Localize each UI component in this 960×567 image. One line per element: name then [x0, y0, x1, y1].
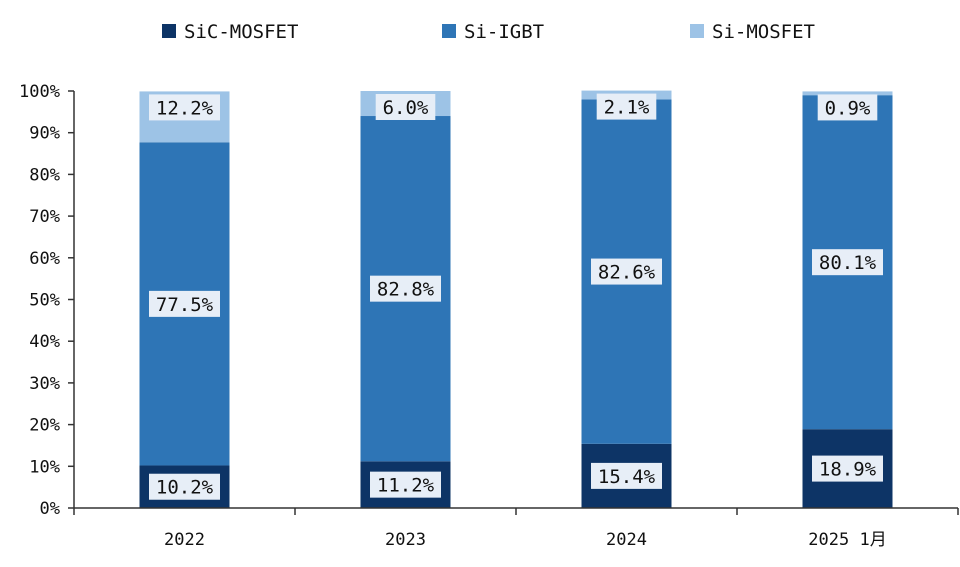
y-tick-label: 10% [29, 457, 60, 477]
data-labels: 10.2% 77.5% 12.2% 11.2% 82.8% 6.0% 15.4% 82.6% 2… [149, 93, 883, 500]
data-label-sic-mosfet-2022: 10.2% [156, 477, 214, 499]
data-label-si-mosfet-2022: 12.2% [156, 97, 214, 119]
y-tick-label: 80% [29, 165, 60, 185]
data-label-sic-mosfet-2024: 15.4% [598, 466, 656, 488]
data-label-box [591, 258, 662, 285]
data-label-si-mosfet-2025-1: 0.9% [825, 97, 871, 119]
data-label-box [370, 471, 441, 498]
y-tick-label: 50% [29, 291, 60, 311]
y-tick-label: 60% [29, 249, 60, 269]
y-tick-label: 40% [29, 332, 60, 352]
y-tick-label: 30% [29, 374, 60, 394]
data-label-box [149, 473, 220, 500]
x-tick-label: 2024 [606, 530, 647, 550]
y-tick-label: 0% [40, 499, 60, 519]
legend-label-si-mosfet: Si-MOSFET [712, 21, 815, 43]
data-label-si-igbt-2025-1: 80.1% [819, 252, 877, 274]
y-tick-label: 20% [29, 416, 60, 436]
data-label-box [591, 462, 662, 489]
legend: SiC-MOSFET Si-IGBT Si-MOSFET [162, 21, 815, 43]
data-label-sic-mosfet-2025-1: 18.9% [819, 459, 877, 481]
bar-segment-si-mosfet-2025-1 [802, 91, 893, 96]
data-label-box [370, 275, 441, 302]
legend-swatch-sic-mosfet [162, 24, 176, 38]
data-label-box [817, 94, 878, 121]
legend-label-sic-mosfet: SiC-MOSFET [184, 21, 298, 43]
data-label-si-igbt-2022: 77.5% [156, 294, 214, 316]
data-label-box [375, 94, 436, 120]
data-label-box [149, 94, 220, 121]
x-tick-label: 2023 [385, 530, 426, 550]
x-tick-label: 2022 [164, 530, 205, 550]
y-tick-label: 100% [19, 82, 60, 102]
y-tick-label: 90% [29, 124, 60, 144]
data-label-box [596, 93, 657, 120]
legend-swatch-si-mosfet [690, 24, 704, 38]
data-label-si-igbt-2024: 82.6% [598, 262, 656, 284]
y-tick-label: 70% [29, 207, 60, 227]
data-label-sic-mosfet-2023: 11.2% [377, 475, 435, 497]
data-label-si-mosfet-2023: 6.0% [383, 97, 429, 119]
x-tick-label: 2025 1月 [808, 530, 886, 550]
legend-swatch-si-igbt [442, 24, 456, 38]
legend-label-si-igbt: Si-IGBT [464, 21, 544, 43]
bars [139, 90, 893, 508]
data-label-box [149, 290, 220, 317]
data-label-si-mosfet-2024: 2.1% [604, 97, 650, 119]
data-label-si-igbt-2023: 82.8% [377, 279, 435, 301]
axes: 2022 2023 2024 2025 1月 0% 10% 20% 30% 40% 50% 60% 7… [19, 82, 959, 550]
data-label-box [812, 249, 883, 276]
data-label-box [812, 455, 883, 482]
